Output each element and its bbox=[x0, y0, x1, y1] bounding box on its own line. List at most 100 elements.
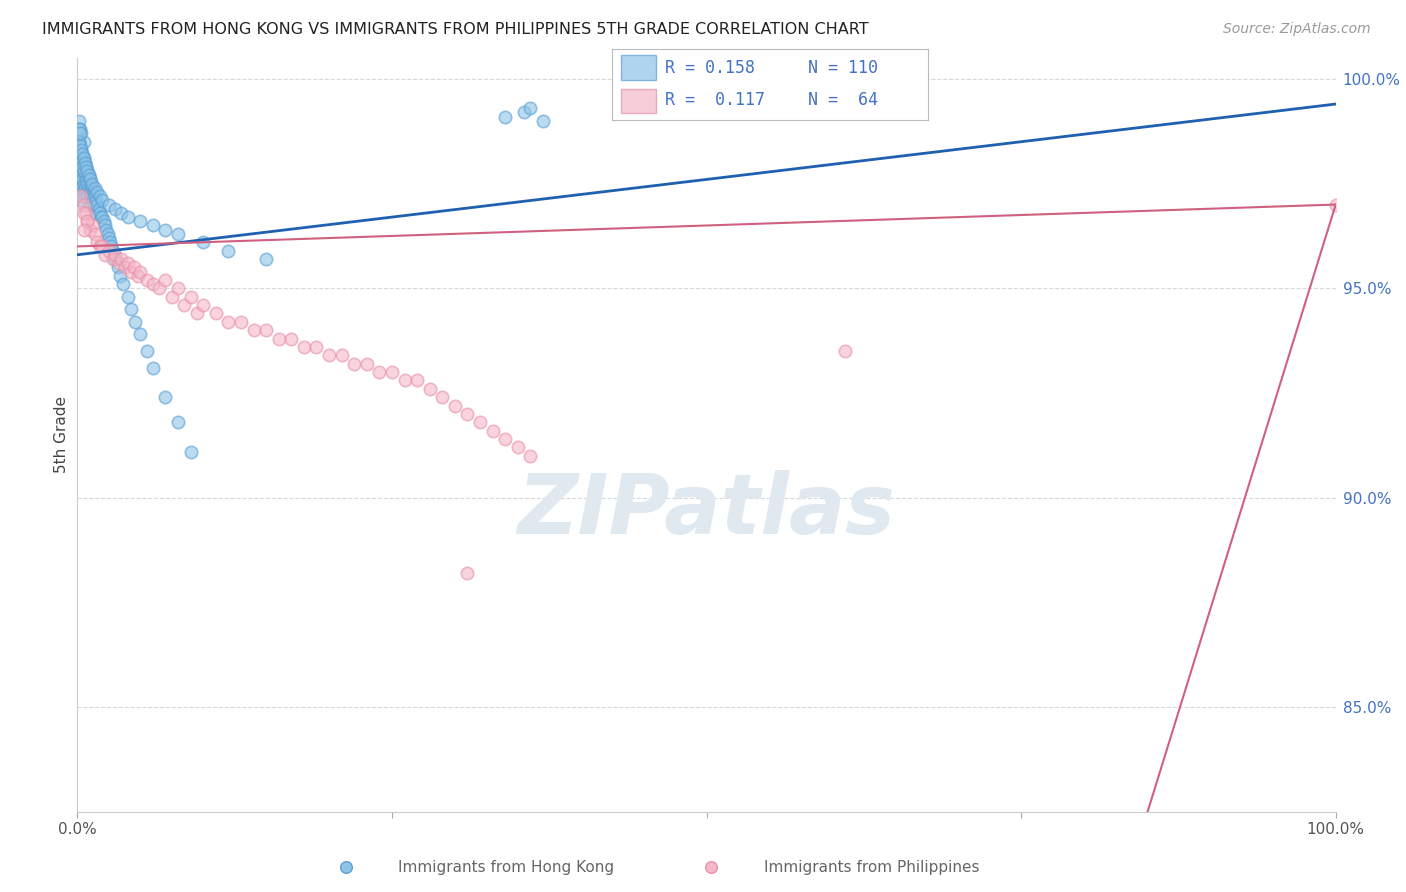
Text: R =  0.117: R = 0.117 bbox=[665, 92, 765, 110]
Point bbox=[70, 143, 93, 157]
Point bbox=[69, 139, 91, 153]
Point bbox=[77, 181, 100, 195]
Point bbox=[406, 373, 429, 387]
Point bbox=[73, 168, 96, 182]
Point bbox=[79, 185, 101, 199]
Point bbox=[481, 424, 503, 438]
Point bbox=[191, 235, 215, 250]
Point bbox=[419, 382, 441, 396]
Point bbox=[72, 172, 94, 186]
Point bbox=[318, 348, 340, 362]
Point bbox=[96, 222, 118, 236]
Point bbox=[513, 105, 536, 120]
Point bbox=[111, 277, 134, 292]
Point bbox=[117, 256, 139, 270]
Point bbox=[135, 273, 157, 287]
Point bbox=[217, 244, 239, 258]
Point bbox=[120, 264, 142, 278]
Point bbox=[432, 390, 454, 404]
Point bbox=[73, 181, 96, 195]
Point bbox=[79, 222, 101, 236]
Point bbox=[100, 239, 122, 253]
Text: N =  64: N = 64 bbox=[808, 92, 877, 110]
Point bbox=[229, 315, 252, 329]
Point bbox=[217, 315, 239, 329]
Point bbox=[69, 177, 91, 191]
Point bbox=[94, 248, 117, 262]
Point bbox=[117, 210, 139, 224]
Point bbox=[69, 152, 91, 166]
Point bbox=[67, 160, 90, 174]
Point bbox=[72, 164, 94, 178]
Point bbox=[700, 860, 723, 874]
Point bbox=[82, 177, 104, 191]
Point bbox=[330, 348, 353, 362]
Point bbox=[86, 235, 108, 250]
Text: R = 0.158: R = 0.158 bbox=[665, 59, 755, 77]
Point bbox=[76, 189, 98, 203]
Point bbox=[494, 110, 516, 124]
Bar bbox=[621, 89, 655, 113]
Point bbox=[87, 202, 110, 216]
Point bbox=[155, 273, 177, 287]
Point bbox=[76, 164, 98, 178]
Point bbox=[108, 268, 131, 283]
Point bbox=[72, 147, 94, 161]
Text: ZIPatlas: ZIPatlas bbox=[517, 470, 896, 550]
Point bbox=[191, 298, 215, 312]
Point bbox=[180, 444, 202, 458]
Point bbox=[75, 160, 97, 174]
Point bbox=[72, 147, 94, 161]
Point bbox=[72, 189, 94, 203]
Point bbox=[80, 177, 103, 191]
Point bbox=[254, 252, 277, 266]
Point bbox=[368, 365, 391, 379]
Point bbox=[124, 315, 146, 329]
Point bbox=[75, 206, 97, 220]
Point bbox=[834, 344, 856, 359]
Point bbox=[79, 172, 101, 186]
Point bbox=[72, 185, 94, 199]
Point bbox=[242, 323, 264, 337]
Point bbox=[101, 244, 124, 258]
Point bbox=[356, 357, 378, 371]
Point bbox=[97, 197, 120, 211]
Point bbox=[86, 197, 108, 211]
Point bbox=[107, 260, 129, 275]
Point bbox=[89, 206, 111, 220]
Point bbox=[101, 252, 124, 266]
Point bbox=[186, 306, 208, 320]
Text: Immigrants from Philippines: Immigrants from Philippines bbox=[763, 860, 980, 874]
Point bbox=[83, 197, 105, 211]
Point bbox=[94, 219, 117, 233]
Point bbox=[72, 222, 94, 236]
Point bbox=[155, 222, 177, 236]
Point bbox=[110, 252, 132, 266]
Point bbox=[90, 210, 112, 224]
Point bbox=[79, 172, 101, 186]
Point bbox=[93, 214, 115, 228]
Point bbox=[67, 172, 90, 186]
Point bbox=[494, 432, 516, 446]
Point bbox=[167, 415, 190, 429]
Point bbox=[89, 189, 111, 203]
Point bbox=[108, 256, 131, 270]
Point bbox=[82, 181, 104, 195]
Point bbox=[305, 340, 328, 354]
Point bbox=[104, 252, 127, 266]
Point bbox=[104, 202, 127, 216]
Point bbox=[267, 332, 290, 346]
Point bbox=[91, 194, 114, 208]
Point bbox=[84, 194, 107, 208]
Point bbox=[142, 360, 165, 375]
Bar bbox=[621, 55, 655, 79]
Point bbox=[73, 155, 96, 169]
Point bbox=[155, 390, 177, 404]
Point bbox=[343, 357, 366, 371]
Point bbox=[70, 143, 93, 157]
Point bbox=[280, 332, 302, 346]
Point bbox=[75, 185, 97, 199]
Point bbox=[67, 135, 90, 149]
Point bbox=[519, 101, 541, 115]
Point bbox=[84, 189, 107, 203]
